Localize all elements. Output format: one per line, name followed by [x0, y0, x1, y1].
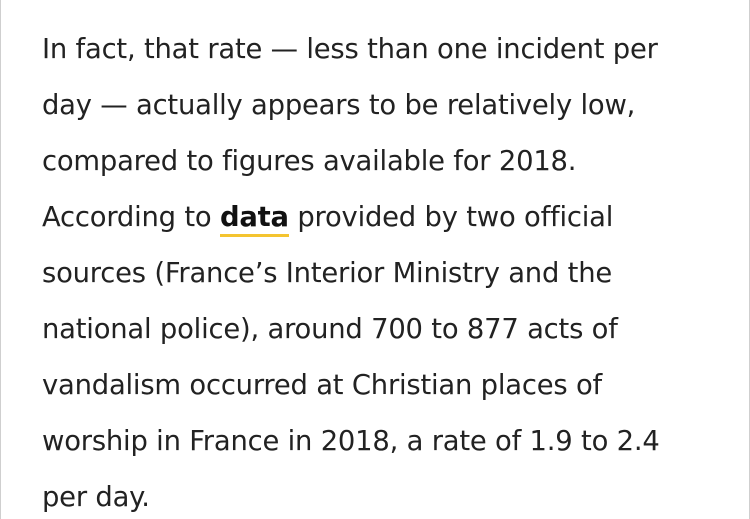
- data-link[interactable]: data: [219, 202, 289, 237]
- article-paragraph: In fact, that rate — less than one incid…: [42, 22, 732, 519]
- text-segment: According to: [42, 202, 220, 233]
- text-line: vandalism occurred at Christian places o…: [42, 370, 602, 401]
- text-line: compared to figures available for 2018.: [42, 146, 577, 177]
- text-line: In fact, that rate — less than one incid…: [42, 34, 658, 65]
- text-line: day — actually appears to be relatively …: [42, 90, 636, 121]
- text-line: sources (France’s Interior Ministry and …: [42, 258, 612, 289]
- text-segment: provided by two official: [288, 202, 614, 233]
- text-line-with-link: According to data provided by two offici…: [42, 190, 732, 246]
- text-line: worship in France in 2018, a rate of 1.9…: [42, 426, 660, 457]
- text-line: per day.: [42, 482, 150, 513]
- text-line: national police), around 700 to 877 acts…: [42, 314, 618, 345]
